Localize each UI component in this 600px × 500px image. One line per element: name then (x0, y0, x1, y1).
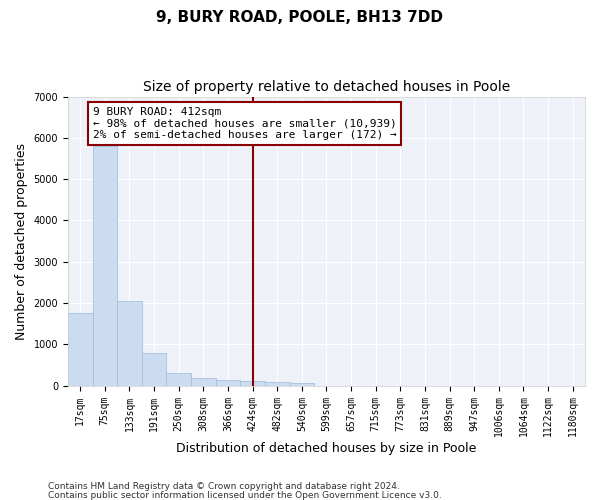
Bar (142, 352, 166, 386)
Bar (166, 373, 191, 386)
X-axis label: Distribution of detached houses by size in Poole: Distribution of detached houses by size … (176, 442, 476, 455)
Bar (215, 380, 240, 386)
Bar (117, 301, 142, 386)
Text: Contains HM Land Registry data © Crown copyright and database right 2024.: Contains HM Land Registry data © Crown c… (48, 482, 400, 491)
Y-axis label: Number of detached properties: Number of detached properties (15, 142, 28, 340)
Bar (68, 314, 92, 386)
Bar (290, 383, 314, 386)
Bar (191, 378, 215, 386)
Title: Size of property relative to detached houses in Poole: Size of property relative to detached ho… (143, 80, 510, 94)
Bar (265, 382, 290, 386)
Bar (240, 382, 265, 386)
Bar (92, 146, 117, 386)
Text: Contains public sector information licensed under the Open Government Licence v3: Contains public sector information licen… (48, 490, 442, 500)
Text: 9, BURY ROAD, POOLE, BH13 7DD: 9, BURY ROAD, POOLE, BH13 7DD (157, 10, 443, 25)
Text: 9 BURY ROAD: 412sqm
← 98% of detached houses are smaller (10,939)
2% of semi-det: 9 BURY ROAD: 412sqm ← 98% of detached ho… (92, 107, 396, 140)
